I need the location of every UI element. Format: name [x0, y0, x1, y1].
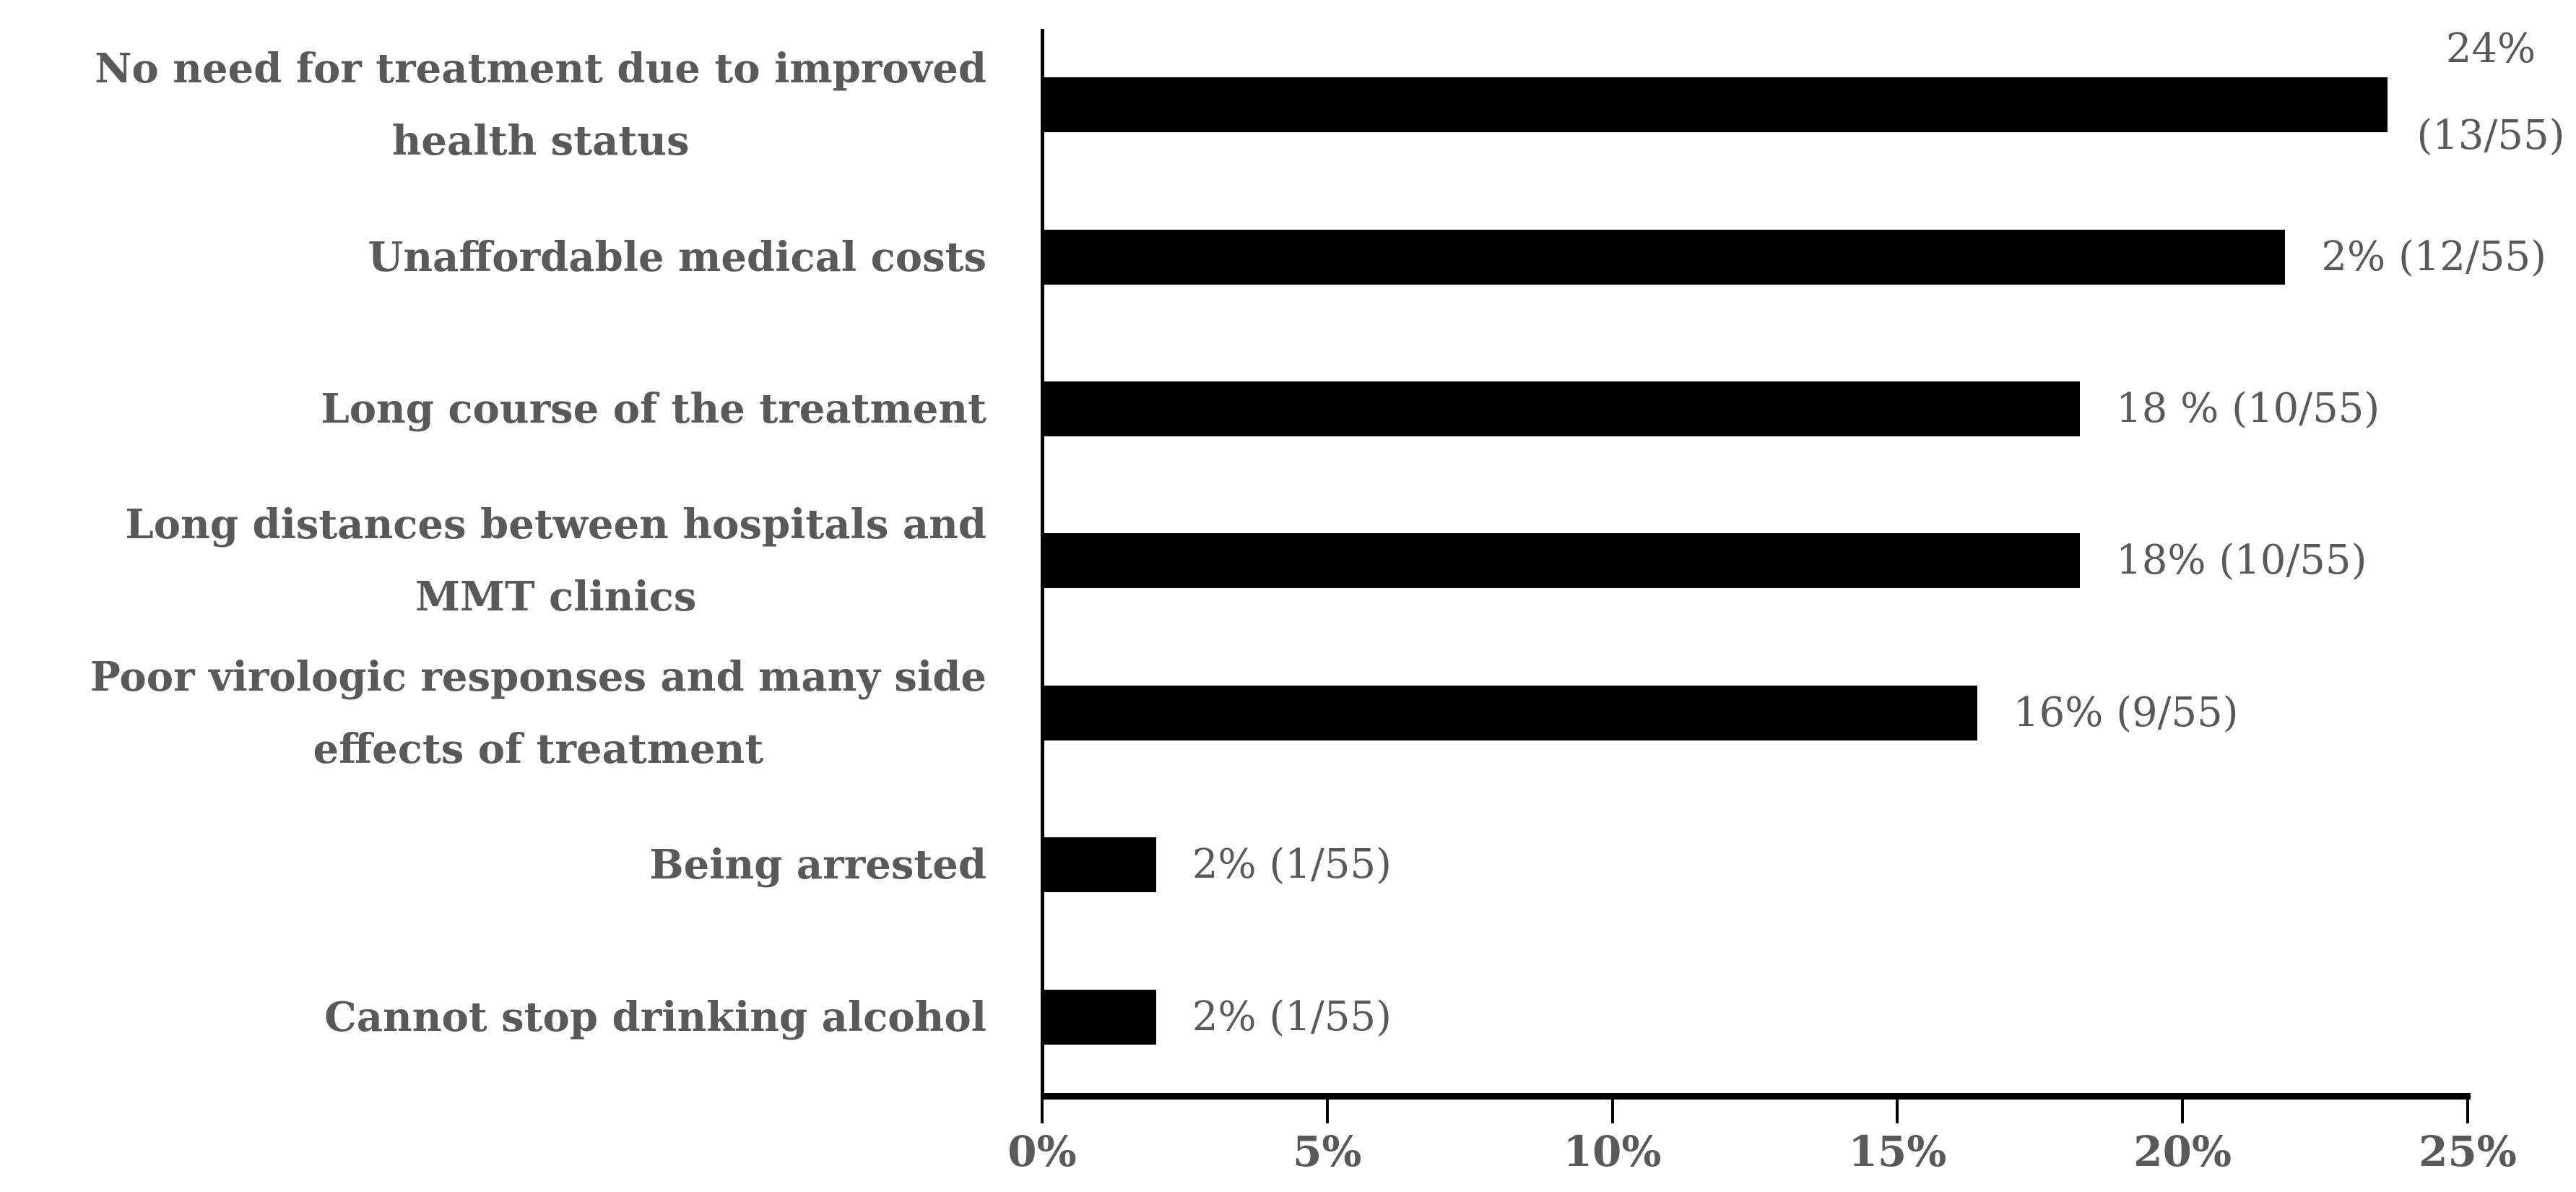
y-axis-line: [1041, 29, 1044, 1100]
category-label-cell: No need for treatment due to improved he…: [0, 29, 1042, 181]
row-plot: 2% (1/55): [1042, 789, 2468, 941]
bar: [1042, 229, 2286, 285]
category-label-cell: Poor virologic responses and many side e…: [0, 637, 1042, 789]
category-label: Poor virologic responses and many side e…: [90, 652, 986, 773]
bar-row: Being arrested 2% (1/55): [0, 789, 2576, 941]
bar: [1042, 77, 2388, 133]
value-label: 2% (1/55): [1192, 993, 1392, 1040]
bar-row: Long course of the treatment 18 % (10/55…: [0, 333, 2576, 485]
category-label: Long distances between hospitals and MMT…: [125, 501, 986, 621]
x-tick: [2181, 1100, 2185, 1123]
row-plot: 16% (9/55): [1042, 637, 2468, 789]
bar: [1042, 837, 1156, 893]
x-tick: [1041, 1100, 1044, 1123]
bar: [1042, 989, 1156, 1045]
bar-row: Cannot stop drinking alcohol 2% (1/55): [0, 941, 2576, 1093]
category-label: Cannot stop drinking alcohol: [324, 993, 986, 1041]
category-label-cell: Cannot stop drinking alcohol: [0, 941, 1042, 1093]
category-label: No need for treatment due to improved he…: [95, 45, 986, 165]
bar-row: Unaffordable medical costs 2% (12/55): [0, 181, 2576, 332]
row-plot: 24% (13/55): [1042, 25, 2565, 181]
category-label: Long course of the treatment: [321, 385, 986, 433]
category-label: Unaffordable medical costs: [368, 233, 987, 281]
value-label: 2% (1/55): [1192, 841, 1392, 889]
value-label: 18 % (10/55): [2116, 385, 2380, 433]
x-tick-label: 5%: [1293, 1127, 1362, 1176]
x-tick-label: 0%: [1007, 1127, 1077, 1176]
bar-row: Poor virologic responses and many side e…: [0, 637, 2576, 789]
category-label-cell: Long distances between hospitals and MMT…: [0, 485, 1042, 636]
x-tick: [1896, 1100, 1899, 1123]
bar: [1042, 533, 2081, 589]
x-tick-label: 20%: [2133, 1127, 2232, 1176]
bar-row: Long distances between hospitals and MMT…: [0, 485, 2576, 636]
category-label: Being arrested: [649, 841, 986, 889]
bar-row: No need for treatment due to improved he…: [0, 25, 2576, 181]
x-tick-label: 10%: [1563, 1127, 1662, 1176]
x-tick: [1610, 1100, 1614, 1123]
row-plot: 18 % (10/55): [1042, 333, 2468, 485]
row-plot: 18% (10/55): [1042, 485, 2468, 636]
x-tick: [1325, 1100, 1329, 1123]
x-tick-label: 15%: [1848, 1127, 1947, 1176]
category-label-cell: Unaffordable medical costs: [0, 181, 1042, 332]
x-axis-line: [1041, 1093, 2471, 1100]
category-label-cell: Long course of the treatment: [0, 333, 1042, 485]
bar: [1042, 685, 1977, 740]
row-plot: 2% (1/55): [1042, 941, 2468, 1093]
value-label: 18% (10/55): [2116, 537, 2367, 584]
category-label-cell: Being arrested: [0, 789, 1042, 941]
x-tick-label: 25%: [2419, 1127, 2517, 1176]
value-label: 2% (12/55): [2321, 233, 2547, 280]
x-tick: [2466, 1100, 2469, 1123]
bar-rows: No need for treatment due to improved he…: [0, 25, 2576, 1093]
row-plot: 2% (12/55): [1042, 181, 2546, 332]
value-label: 16% (9/55): [2013, 688, 2239, 736]
bar: [1042, 381, 2081, 437]
value-label: 24% (13/55): [2416, 25, 2565, 160]
